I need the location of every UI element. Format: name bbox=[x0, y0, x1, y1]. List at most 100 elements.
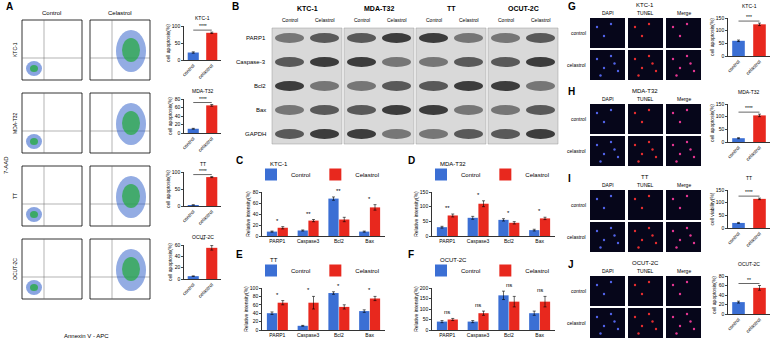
svg-text:cell apoptosis(%): cell apoptosis(%) bbox=[709, 104, 715, 142]
svg-text:Merge: Merge bbox=[677, 10, 691, 16]
svg-text:40: 40 bbox=[253, 310, 259, 316]
svg-text:TT: TT bbox=[200, 161, 206, 167]
svg-text:celastrol: celastrol bbox=[567, 320, 586, 326]
svg-text:Merge: Merge bbox=[677, 182, 691, 188]
svg-text:cell apoptosis(%): cell apoptosis(%) bbox=[165, 170, 171, 208]
svg-text:OCUT-2C: OCUT-2C bbox=[632, 260, 659, 266]
svg-text:0: 0 bbox=[425, 233, 428, 239]
svg-text:**: ** bbox=[201, 237, 205, 243]
svg-text:Caspase3: Caspase3 bbox=[297, 238, 320, 244]
svg-text:Bcl2: Bcl2 bbox=[254, 83, 266, 89]
svg-text:control: control bbox=[181, 136, 196, 151]
svg-text:MDA-T32: MDA-T32 bbox=[364, 5, 394, 12]
svg-text:20: 20 bbox=[175, 121, 181, 127]
svg-text:Control: Control bbox=[354, 17, 370, 23]
svg-text:*: * bbox=[307, 287, 310, 293]
svg-text:0: 0 bbox=[721, 139, 724, 145]
svg-text:100: 100 bbox=[716, 113, 725, 119]
svg-text:20: 20 bbox=[253, 318, 259, 324]
svg-text:Control: Control bbox=[291, 172, 310, 178]
svg-text:0: 0 bbox=[721, 225, 724, 231]
svg-text:*: * bbox=[368, 196, 371, 202]
svg-text:50: 50 bbox=[175, 40, 181, 46]
svg-text:Celastrol: Celastrol bbox=[525, 172, 549, 178]
svg-text:F: F bbox=[408, 249, 414, 260]
svg-text:Bax: Bax bbox=[535, 332, 544, 338]
svg-text:PARP1: PARP1 bbox=[269, 332, 285, 338]
svg-text:celastrol: celastrol bbox=[197, 63, 214, 80]
svg-text:control: control bbox=[571, 30, 586, 36]
svg-text:cell apoptosis(%): cell apoptosis(%) bbox=[711, 276, 717, 314]
svg-text:ns: ns bbox=[537, 287, 543, 293]
svg-text:*: * bbox=[276, 292, 279, 298]
svg-text:cell apoptosis(%): cell apoptosis(%) bbox=[709, 18, 715, 56]
svg-text:C: C bbox=[236, 155, 243, 166]
svg-text:cell apoptosis(%): cell apoptosis(%) bbox=[165, 24, 171, 62]
svg-text:Relative intensity(%): Relative intensity(%) bbox=[413, 286, 419, 332]
svg-text:0: 0 bbox=[721, 53, 724, 59]
svg-text:0: 0 bbox=[425, 327, 428, 333]
svg-text:Bcl2: Bcl2 bbox=[504, 238, 514, 244]
svg-text:50: 50 bbox=[719, 40, 725, 46]
svg-text:G: G bbox=[568, 1, 576, 12]
svg-text:40: 40 bbox=[175, 253, 181, 259]
svg-text:DAPI: DAPI bbox=[602, 10, 614, 16]
svg-text:Annexin V - APC: Annexin V - APC bbox=[64, 333, 109, 339]
svg-text:0: 0 bbox=[255, 327, 258, 333]
svg-text:cell apoptosis(%): cell apoptosis(%) bbox=[167, 97, 173, 135]
svg-text:KTC-1: KTC-1 bbox=[742, 3, 757, 9]
svg-text:control: control bbox=[726, 231, 741, 246]
svg-text:*: * bbox=[507, 210, 510, 216]
svg-text:****: **** bbox=[199, 23, 207, 29]
svg-text:200: 200 bbox=[420, 285, 429, 291]
svg-text:DAPI: DAPI bbox=[602, 268, 614, 274]
svg-text:100: 100 bbox=[716, 27, 725, 33]
svg-text:ns: ns bbox=[444, 309, 450, 315]
svg-text:OCUT-2C: OCUT-2C bbox=[192, 234, 214, 240]
svg-text:*: * bbox=[276, 218, 279, 224]
svg-text:100: 100 bbox=[420, 306, 429, 312]
svg-text:100: 100 bbox=[250, 285, 259, 291]
svg-text:ns: ns bbox=[475, 302, 481, 308]
svg-text:H: H bbox=[568, 86, 575, 97]
svg-text:Celastrol: Celastrol bbox=[315, 17, 335, 23]
svg-text:celastrol: celastrol bbox=[745, 59, 762, 76]
svg-text:KTC-1: KTC-1 bbox=[297, 5, 318, 12]
svg-text:ns: ns bbox=[506, 282, 512, 288]
svg-text:celastrol: celastrol bbox=[197, 282, 214, 299]
svg-text:DAPI: DAPI bbox=[602, 182, 614, 188]
svg-text:cell apoptosis(%): cell apoptosis(%) bbox=[167, 243, 173, 281]
svg-text:control: control bbox=[571, 202, 586, 208]
svg-text:80: 80 bbox=[253, 293, 259, 299]
svg-text:control: control bbox=[726, 59, 741, 74]
svg-text:Bcl2: Bcl2 bbox=[334, 332, 344, 338]
svg-text:control: control bbox=[181, 282, 196, 297]
svg-text:DAPI: DAPI bbox=[602, 96, 614, 102]
svg-text:cell viability(%): cell viability(%) bbox=[709, 192, 715, 225]
svg-text:TT: TT bbox=[746, 175, 752, 181]
svg-text:MDA-T32: MDA-T32 bbox=[12, 112, 18, 134]
svg-text:celastrol: celastrol bbox=[197, 136, 214, 153]
svg-text:0: 0 bbox=[177, 57, 180, 63]
svg-text:Bax: Bax bbox=[256, 107, 266, 113]
svg-text:40: 40 bbox=[175, 113, 181, 119]
svg-text:**: ** bbox=[306, 211, 311, 217]
svg-text:Celastrol: Celastrol bbox=[108, 10, 132, 16]
svg-text:OCUT-2C: OCUT-2C bbox=[440, 257, 467, 263]
svg-text:MDA-T32: MDA-T32 bbox=[440, 161, 466, 167]
svg-text:KTC-1: KTC-1 bbox=[195, 15, 210, 21]
svg-text:Bcl2: Bcl2 bbox=[504, 332, 514, 338]
svg-text:KTC-1: KTC-1 bbox=[636, 2, 654, 8]
svg-text:*: * bbox=[477, 192, 480, 198]
svg-text:KTC-1: KTC-1 bbox=[270, 161, 288, 167]
svg-text:I: I bbox=[568, 173, 571, 184]
svg-text:60: 60 bbox=[253, 200, 259, 206]
svg-text:0: 0 bbox=[177, 130, 180, 136]
svg-text:MDA-T32: MDA-T32 bbox=[632, 88, 658, 94]
svg-text:TT: TT bbox=[270, 257, 278, 263]
svg-text:MDA-T32: MDA-T32 bbox=[192, 88, 214, 94]
svg-text:Relative intensity(%): Relative intensity(%) bbox=[245, 191, 251, 237]
svg-text:PARP1: PARP1 bbox=[439, 332, 455, 338]
svg-text:60: 60 bbox=[175, 104, 181, 110]
svg-text:A: A bbox=[6, 1, 13, 12]
